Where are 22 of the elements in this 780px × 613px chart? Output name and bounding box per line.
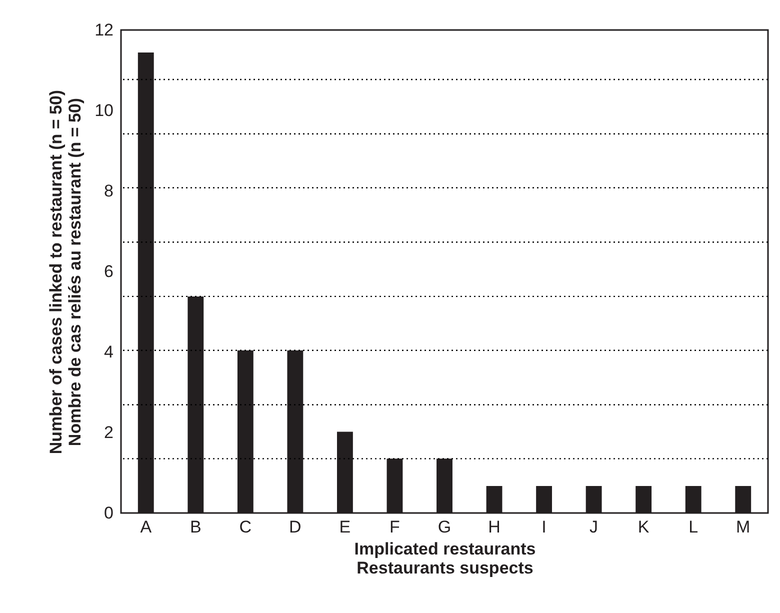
y-tick-label: 4 — [104, 342, 114, 362]
y-tick-label: 12 — [94, 20, 114, 40]
x-tick-label: C — [239, 518, 252, 536]
x-tick-label: E — [339, 518, 351, 536]
x-tick-label: B — [190, 518, 202, 536]
x-tick-label: I — [542, 518, 546, 536]
y-tick-label: 2 — [104, 423, 114, 442]
x-tick-label: F — [390, 518, 400, 536]
x-tick-label: L — [688, 518, 698, 536]
y-tick-label: 8 — [104, 182, 114, 200]
x-tick-label: K — [638, 518, 650, 536]
x-tick-label: A — [140, 518, 152, 536]
x-tick-label: J — [590, 518, 598, 536]
y-tick-label: 10 — [94, 101, 114, 120]
y-axis-title: Number of cases linked to restaurant (n = 50) Nombre de cas reliés au restaurant (n = 50) — [46, 90, 85, 454]
y-tick-label: 0 — [104, 504, 114, 522]
x-tick-label: M — [736, 518, 750, 536]
x-axis-title: Implicated restaurants Restaurants suspects — [354, 540, 536, 578]
x-tick-label: H — [488, 518, 500, 536]
x-tick-label: G — [438, 518, 452, 536]
y-tick-label: 6 — [104, 262, 114, 281]
x-tick-label: D — [289, 518, 302, 536]
